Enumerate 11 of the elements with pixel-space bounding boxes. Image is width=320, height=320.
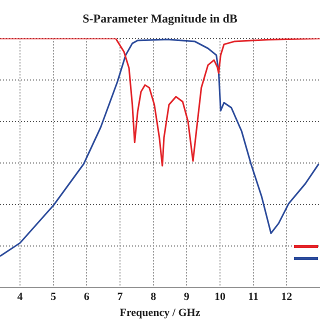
x-axis-title: Frequency / GHz [120,307,200,320]
x-tick-label: 7 [117,291,124,304]
x-tick-label: 10 [214,291,226,304]
x-tick-label: 11 [248,291,259,304]
x-tick-label: 8 [150,291,157,304]
chart-title: S-Parameter Magnitude in dB [82,11,238,26]
x-tick-label: 12 [281,291,293,304]
x-tick-label: 5 [50,291,57,304]
x-tick-label: 4 [17,291,24,304]
x-tick-label: 9 [184,291,190,304]
x-tick-label: 6 [84,291,90,304]
